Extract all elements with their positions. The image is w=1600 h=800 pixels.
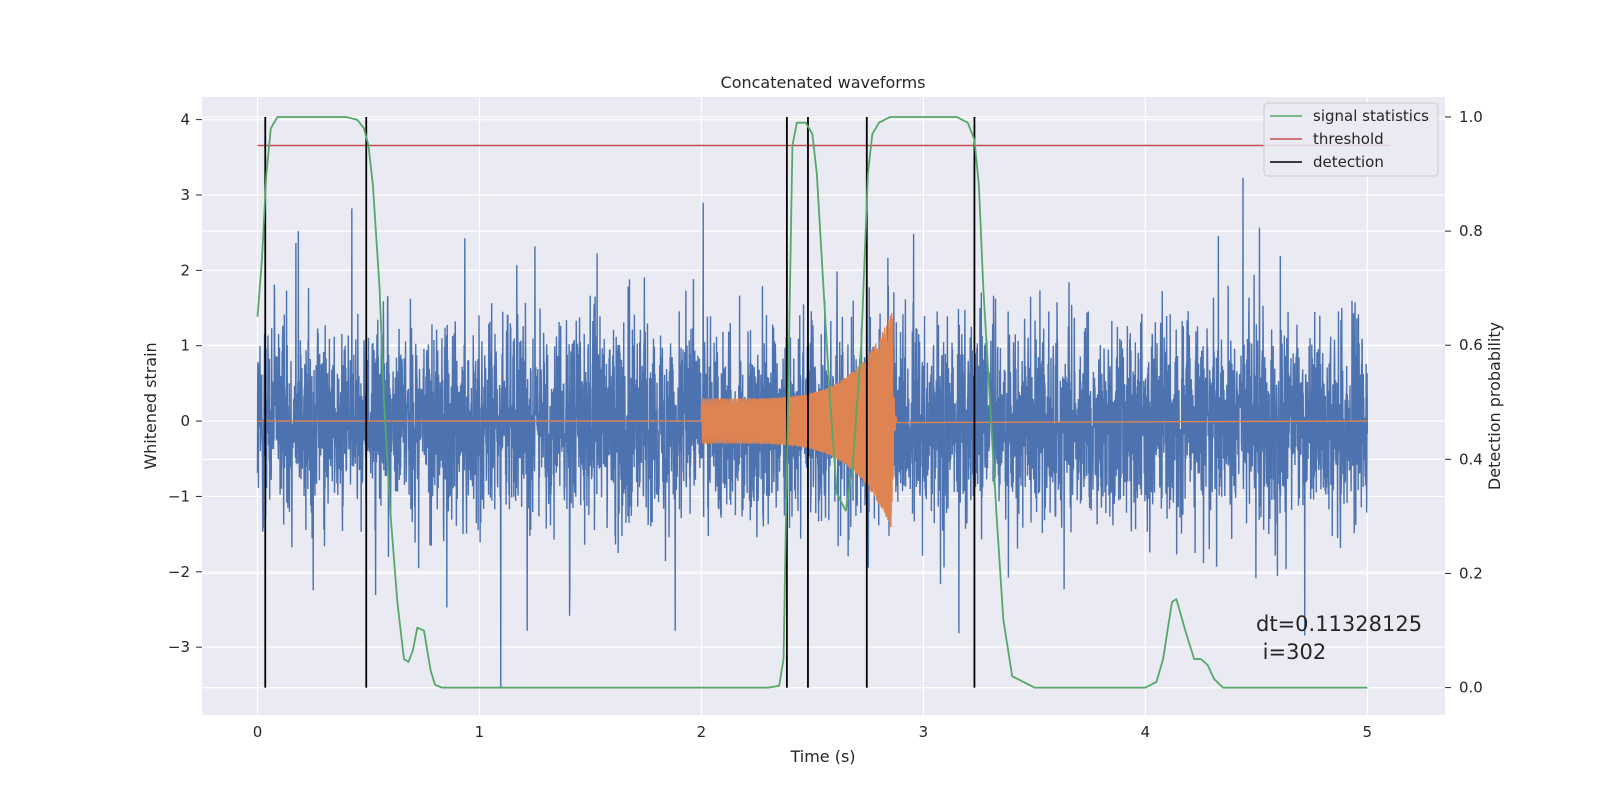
x-tick-label: 1 [475, 723, 485, 741]
y-tick-label: 1 [180, 337, 190, 355]
y2-tick-label: 0.6 [1459, 336, 1483, 354]
series-injected-signal [257, 313, 1368, 528]
legend-box [1263, 102, 1439, 177]
y2-tick-label: 0.8 [1459, 222, 1483, 240]
y-tick-label: −3 [168, 638, 190, 656]
legend-label-threshold: threshold [1313, 130, 1384, 148]
legend-label-detection: detection [1313, 153, 1384, 171]
y-tick-label: 4 [180, 111, 190, 129]
y2-tick-label: 0.0 [1459, 679, 1483, 697]
y-tick-label: −1 [168, 487, 190, 505]
legend: signal statistics threshold detection [1263, 102, 1439, 177]
series-whitened-strain-noise [256, 177, 1369, 689]
series-signal-statistics [256, 116, 1368, 689]
y-tick-label: 3 [180, 186, 190, 204]
x-tick-label: 3 [919, 723, 929, 741]
y-tick-label: −2 [168, 563, 190, 581]
y-axis-label: Whitened strain [141, 342, 160, 469]
tick-labels: 0 1 2 3 4 5 −3 −2 −1 0 1 2 3 4 0.0 0.2 0.4 0.6 0.8 1.0 [168, 108, 1483, 741]
y-tick-label: 2 [180, 261, 190, 279]
legend-label-signal-statistics: signal statistics [1313, 107, 1429, 125]
y-tick-label: 0 [180, 412, 190, 430]
y2-axis-label: Detection probability [1485, 322, 1504, 490]
chart-title: Concatenated waveforms [721, 73, 926, 92]
x-tick-label: 0 [253, 723, 263, 741]
x-tick-label: 4 [1141, 723, 1151, 741]
grid-lines [202, 97, 1445, 715]
annotation-index: i=302 [1256, 640, 1326, 664]
annotation-dt: dt=0.11328125 [1256, 612, 1422, 636]
y2-tick-label: 0.2 [1459, 564, 1483, 582]
y2-tick-label: 1.0 [1459, 108, 1483, 126]
x-axis-label: Time (s) [789, 747, 855, 766]
data-layer [256, 116, 1390, 689]
x-tick-label: 2 [697, 723, 707, 741]
y2-tick-label: 0.4 [1459, 450, 1483, 468]
x-tick-label: 5 [1363, 723, 1373, 741]
